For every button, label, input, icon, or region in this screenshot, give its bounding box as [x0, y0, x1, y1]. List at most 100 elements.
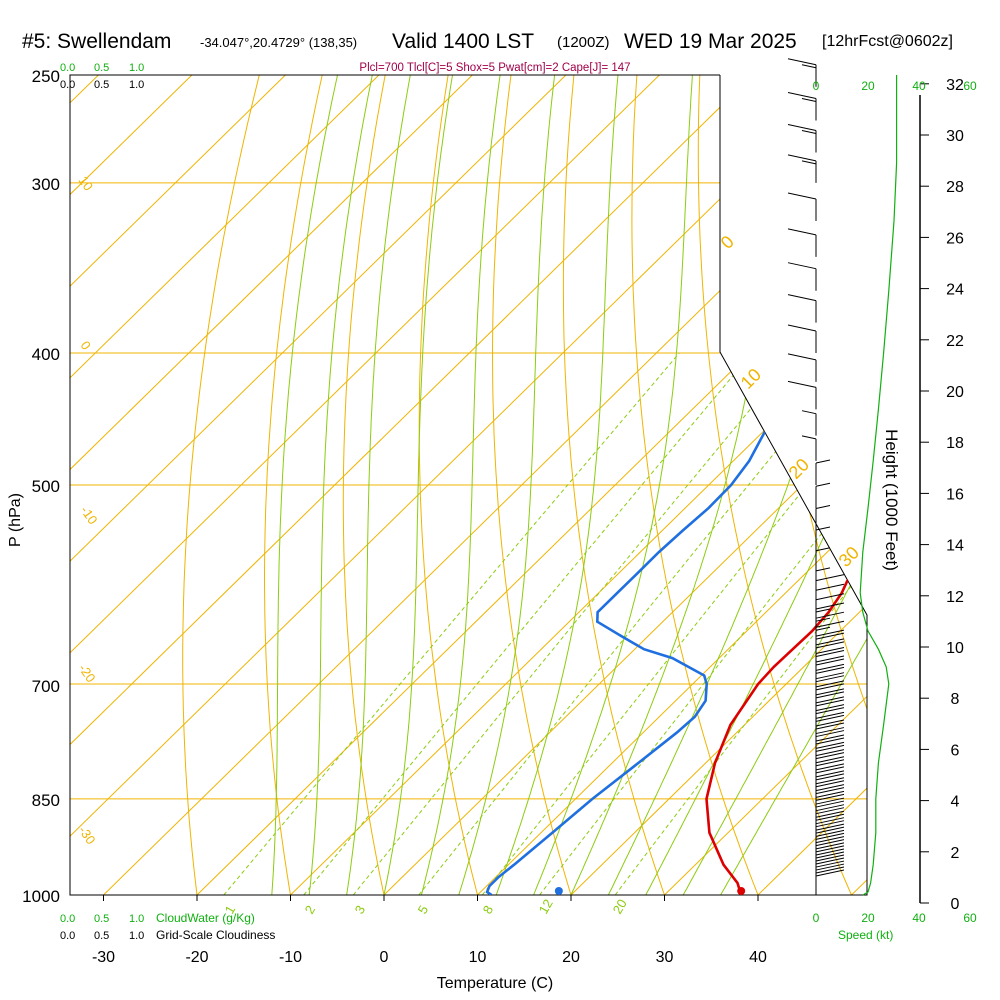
wind-barb: [815, 741, 845, 771]
wind-barb-flag: [815, 675, 845, 683]
cloudiness-scale-top: 0.5: [94, 79, 109, 91]
wind-barb-flag: [815, 752, 845, 760]
isotherm-line: [477, 75, 867, 895]
wind-barb-flag: [815, 699, 845, 707]
wind-barb-half: [801, 98, 817, 103]
moist-adiabat-line: [383, 75, 453, 895]
wind-barb-flag: [787, 92, 817, 100]
dry-adiabat-line: [182, 75, 266, 895]
speed-tick-bottom: 0: [813, 911, 820, 925]
height-tick-label: 18: [946, 435, 964, 452]
wind-barb-flag: [815, 787, 845, 795]
wind-barb-flag: [815, 691, 845, 699]
wind-barb-flag: [815, 711, 845, 719]
wind-barb-flag: [815, 804, 845, 812]
wind-barb-flag: [815, 722, 845, 730]
wind-barb-flag: [815, 766, 845, 774]
dry-adiabat-line: [491, 75, 572, 895]
wind-barb-flag: [815, 756, 845, 764]
mixing-ratio-label: 12: [536, 896, 556, 916]
wind-barb: [815, 866, 845, 895]
isotherm-line: [70, 75, 473, 895]
wind-barb-flag: [815, 704, 845, 712]
dry-adiabat-line: [342, 75, 391, 895]
wind-barb-flag: [815, 663, 845, 671]
speed-tick-top: 20: [861, 79, 875, 93]
x-tick-label: 20: [562, 949, 580, 966]
dry-adiabat-line: [697, 75, 852, 895]
valid-date: WED 19 Mar 2025: [624, 30, 797, 53]
wind-barb-flag: [815, 773, 845, 781]
mixing-ratio-label: 20: [610, 896, 630, 916]
wind-barb: [787, 262, 817, 291]
dry-adiabat-line: [562, 75, 665, 895]
isotherm-line: [70, 75, 754, 895]
wind-barb: [815, 547, 831, 573]
moist-adiabat-line: [308, 75, 373, 895]
wind-barb-flag: [815, 658, 845, 666]
wind-barb-flag: [815, 797, 845, 805]
dry-adiabat-label: -10: [78, 503, 101, 527]
wind-barb-flag: [815, 854, 845, 862]
x-axis-label: Temperature (C): [437, 975, 553, 992]
wind-barb-flag: [787, 124, 817, 131]
cloudwater-scale-bottom: 0.0: [60, 913, 75, 925]
wind-barb: [801, 435, 817, 461]
moist-adiabat-line: [346, 75, 411, 895]
x-tick-label: -30: [92, 949, 115, 966]
wind-barb-flag: [815, 641, 845, 649]
moist-adiabat-line: [495, 75, 619, 895]
height-tick-label: 4: [951, 794, 960, 811]
wind-barb-flag: [815, 611, 845, 619]
isotherm-line: [945, 75, 1000, 895]
wind-barb: [801, 410, 817, 436]
station-name: #5: Swellendam: [22, 30, 172, 53]
wind-barb: [787, 380, 817, 410]
plot-outline: [69, 74, 868, 896]
isotherm-line: [70, 75, 286, 895]
wind-barb-flag: [815, 820, 845, 828]
dry-adiabat-label: 0: [78, 338, 94, 353]
wind-barb-flag: [815, 574, 845, 582]
p-tick-label: 250: [32, 67, 60, 86]
wind-barb-flag: [787, 228, 817, 236]
wind-barb: [787, 92, 817, 121]
cloudwater-scale-bottom: 0.5: [94, 913, 109, 925]
y-axis-label: P (hPa): [7, 493, 24, 547]
height-tick-label: 14: [946, 538, 964, 555]
cloudwater-label: CloudWater (g/Kg): [156, 911, 255, 925]
height-tick-label: 24: [946, 282, 964, 299]
wind-barb-flag: [815, 629, 845, 637]
p-tick-label: 500: [32, 477, 60, 496]
speed-tick-top: 0: [813, 79, 820, 93]
p-tick-label: 850: [32, 791, 60, 810]
mixing-ratio-label: 3: [352, 903, 369, 917]
wind-barb-flag: [815, 839, 845, 847]
wind-barb: [815, 727, 845, 756]
wind-barb: [815, 734, 845, 764]
wind-barb-flag: [815, 696, 845, 704]
wind-barb: [787, 228, 817, 257]
mixing-ratio-label: 5: [415, 903, 432, 917]
wind-barb-flag: [815, 741, 845, 749]
speed-label: Speed (kt): [838, 928, 893, 942]
height-axis-label: Height (1000 Feet): [882, 429, 901, 571]
wind-barb-flag: [815, 793, 845, 801]
x-tick-label: 0: [380, 949, 389, 966]
wind-barb-flag: [815, 714, 845, 722]
isotherm-line: [290, 75, 867, 895]
cloudwater-scale-top: 0.0: [60, 62, 75, 74]
wind-barb-flag: [815, 707, 845, 715]
height-tick-label: 30: [946, 128, 964, 145]
height-tick-label: 2: [951, 845, 960, 862]
wind-barb-flag: [787, 324, 817, 332]
sounding-parameters: Plcl=700 Tlcl[C]=5 Shox=5 Pwat[cm]=2 Cap…: [359, 62, 630, 74]
height-tick-label: 8: [951, 691, 960, 708]
wind-barb-flag: [815, 780, 845, 788]
wind-barb-flag: [815, 845, 845, 853]
wind-barb-flag: [815, 829, 845, 837]
parcel-line: [918, 87, 970, 346]
x-tick-label: -10: [279, 949, 302, 966]
p-tick-label: 1000: [22, 887, 60, 906]
